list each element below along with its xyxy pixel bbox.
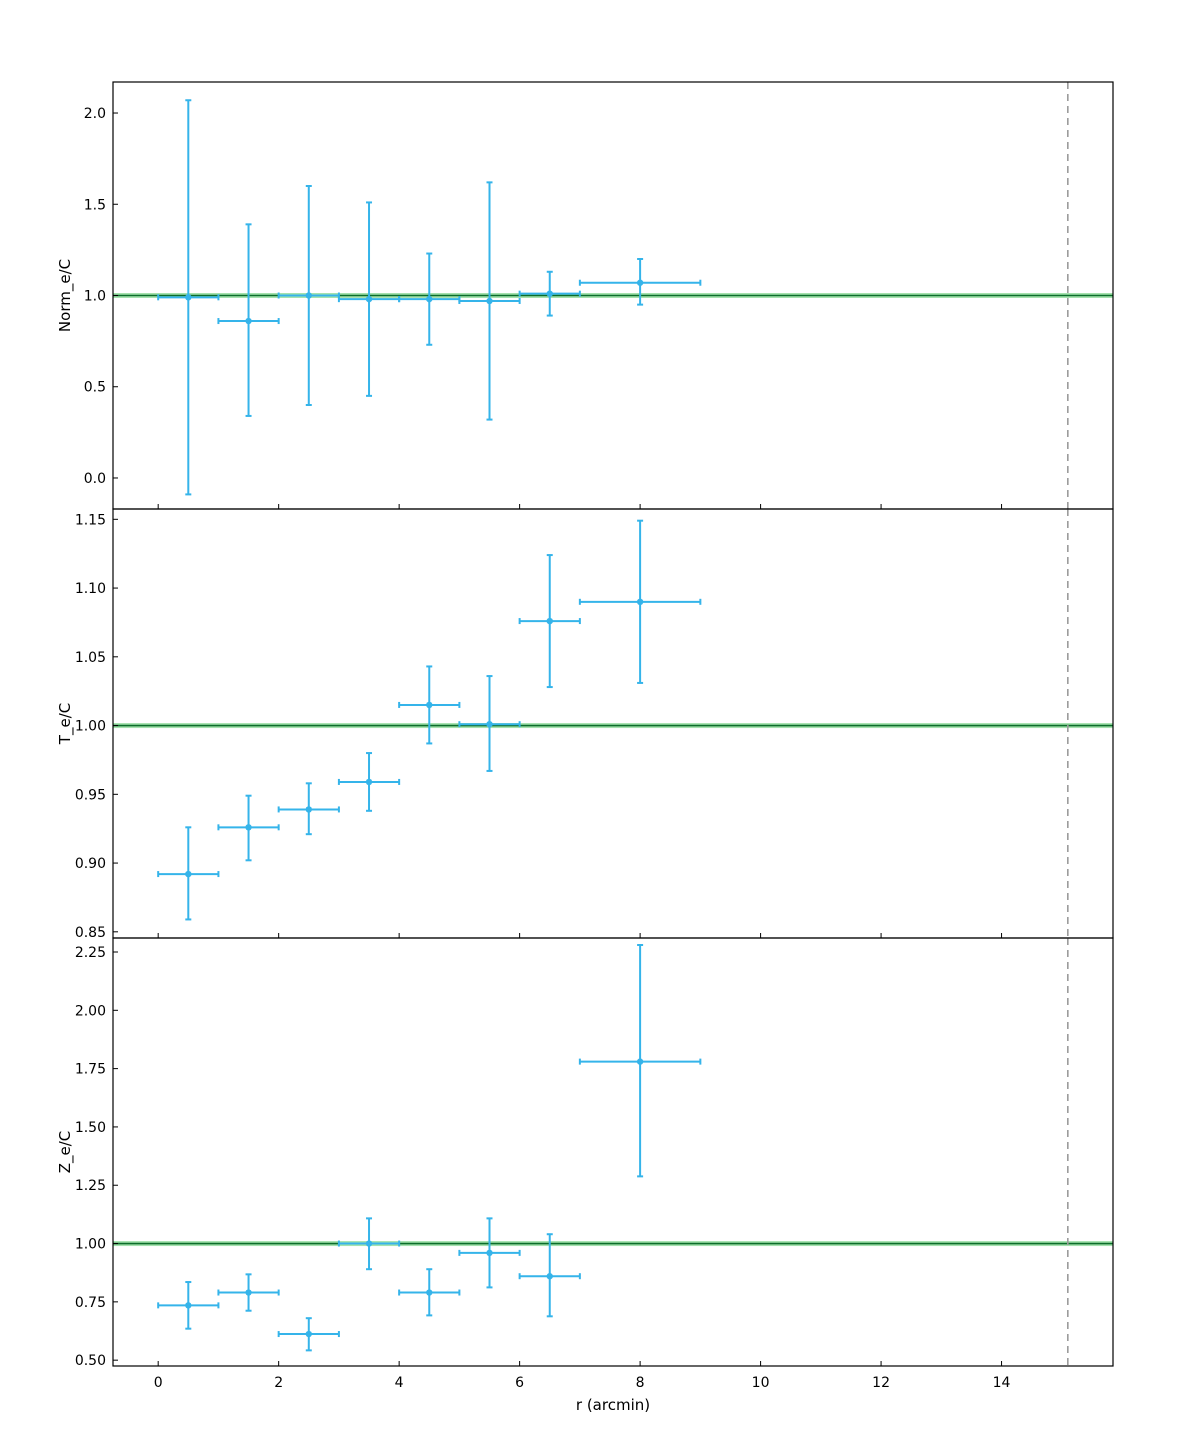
x-tick-label: 8 xyxy=(636,1375,645,1391)
y-axis-label: Z_e/C xyxy=(56,1131,75,1174)
y-tick-label: 1.50 xyxy=(75,1120,106,1136)
data-point-8 xyxy=(578,258,702,306)
data-point-6 xyxy=(458,1217,521,1289)
data-point-4 xyxy=(337,201,401,397)
y-tick-label: 1.0 xyxy=(84,289,106,305)
y-tick-label: 0.90 xyxy=(75,856,106,872)
data-point-1 xyxy=(157,826,220,921)
data-marker xyxy=(546,617,553,625)
data-point-2 xyxy=(217,794,280,862)
data-point-3 xyxy=(277,185,340,406)
data-marker xyxy=(365,295,373,303)
data-marker xyxy=(185,294,192,301)
data-point-4 xyxy=(337,752,401,812)
data-point-2 xyxy=(217,223,280,417)
axes-frame xyxy=(112,937,1114,1367)
y-axis-label: T_e/C xyxy=(56,703,75,745)
error-bar-series xyxy=(157,99,702,496)
x-tick-label: 6 xyxy=(515,1375,524,1391)
data-point-8 xyxy=(578,943,702,1178)
y-tick-label: 0.75 xyxy=(75,1295,106,1311)
data-point-1 xyxy=(157,99,220,496)
y-tick-label: 1.5 xyxy=(84,197,106,213)
panel-3: 0.50 0.75 1.00 1.25 1.50 1.75 2.00 2.25 0 2 4 6 8 10 1… xyxy=(56,937,1114,1414)
y-tick-label: 1.15 xyxy=(75,512,106,528)
data-marker xyxy=(305,1330,312,1338)
data-point-6 xyxy=(458,181,521,421)
data-point-8 xyxy=(578,519,702,684)
data-point-5 xyxy=(398,252,461,346)
data-marker xyxy=(305,806,312,813)
data-marker xyxy=(365,1240,373,1247)
x-tick-label: 4 xyxy=(395,1375,404,1391)
x-tick-label: 2 xyxy=(274,1375,283,1391)
y-tick-label: 1.75 xyxy=(75,1062,106,1078)
x-tick-label: 14 xyxy=(993,1375,1011,1391)
y-tick-label: 0.50 xyxy=(75,1353,106,1369)
data-marker xyxy=(185,1302,192,1309)
data-point-3 xyxy=(277,782,340,836)
x-tick-label: 0 xyxy=(154,1375,163,1391)
y-tick-label: 0.85 xyxy=(75,925,106,941)
panel-2: 0.85 0.90 0.95 1.00 1.05 1.10 1.15 T_e/C xyxy=(56,508,1114,941)
data-marker xyxy=(245,1289,252,1296)
x-tick-label: 10 xyxy=(752,1375,770,1391)
data-marker xyxy=(636,279,644,286)
data-marker xyxy=(185,870,192,878)
data-point-2 xyxy=(217,1273,280,1312)
data-marker xyxy=(486,297,493,305)
data-marker xyxy=(426,295,433,303)
y-tick-label: 0.5 xyxy=(84,380,106,396)
data-marker xyxy=(365,778,373,786)
data-marker xyxy=(305,292,312,299)
data-point-3 xyxy=(277,1317,340,1352)
x-tick-label: 12 xyxy=(872,1375,890,1391)
y-tick-label: 2.0 xyxy=(84,106,106,122)
y-axis-label: Norm_e/C xyxy=(56,259,75,332)
data-point-6 xyxy=(458,675,521,772)
data-marker xyxy=(636,598,644,606)
data-marker xyxy=(636,1058,644,1065)
y-tick-label: 0.0 xyxy=(84,471,106,487)
y-tick-label: 2.25 xyxy=(75,945,106,961)
y-tick-label: 1.05 xyxy=(75,650,106,666)
error-bar-series xyxy=(157,519,702,921)
data-marker xyxy=(245,317,252,325)
data-point-7 xyxy=(518,1233,581,1318)
y-tick-label: 1.10 xyxy=(75,581,106,597)
panel-1: 0.0 0.5 1.0 1.5 2.0 Norm_e/C xyxy=(56,81,1114,510)
y-tick-label: 1.00 xyxy=(75,1237,106,1253)
data-point-4 xyxy=(337,1217,401,1271)
data-point-1 xyxy=(157,1281,220,1330)
error-bar-series xyxy=(157,943,702,1352)
data-marker xyxy=(546,1273,553,1280)
y-tick-label: 1.25 xyxy=(75,1178,106,1194)
y-tick-label: 0.95 xyxy=(75,787,106,803)
data-marker xyxy=(426,1289,433,1296)
y-tick-label: 2.00 xyxy=(75,1003,106,1019)
data-point-7 xyxy=(518,270,581,317)
data-marker xyxy=(426,701,433,709)
x-axis-label: r (arcmin) xyxy=(576,1396,650,1414)
data-point-7 xyxy=(518,554,581,689)
data-marker xyxy=(486,720,493,728)
y-tick-label: 1.00 xyxy=(75,719,106,735)
data-marker xyxy=(546,290,553,297)
data-point-5 xyxy=(398,1268,461,1317)
data-marker xyxy=(486,1249,493,1257)
data-point-5 xyxy=(398,665,461,745)
data-marker xyxy=(245,824,252,831)
